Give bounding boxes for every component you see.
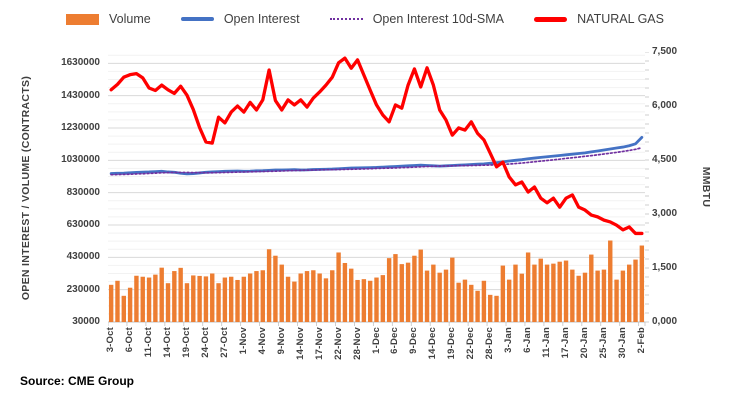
x-tick-label: 22-Nov (332, 327, 344, 360)
legend-swatch-volume (66, 13, 99, 25)
x-tick-label: 28-Nov (351, 327, 363, 360)
legend-item-open-interest: Open Interest (180, 12, 300, 26)
x-tick-label: 17-Nov (313, 327, 325, 360)
x-tick-label: 19-Dec (446, 327, 458, 360)
y-right-tick-label: 6,000 (652, 100, 678, 111)
x-tick-label: 1-Dec (370, 327, 382, 354)
x-tick-label: 14-Oct (162, 327, 174, 358)
x-tick-label: 30-Jan (616, 327, 628, 359)
x-tick-label: 9-Dec (408, 327, 420, 354)
x-tick-label: 24-Oct (199, 327, 211, 358)
x-tick-label: 6-Jan (522, 327, 534, 353)
plot-area (108, 52, 649, 326)
x-tick-label: 1-Nov (237, 327, 249, 355)
legend-item-label: NATURAL GAS (577, 12, 664, 26)
legend-item-natural-gas: NATURAL GAS (534, 12, 664, 26)
y-right-tick-label: 3,000 (652, 208, 678, 219)
y-right-tick-label: 0,000 (652, 316, 678, 327)
legend-item-label: Volume (109, 12, 151, 26)
volume-bars-series (108, 240, 645, 322)
x-tick-label: 11-Oct (143, 327, 155, 358)
x-tick-label: 6-Oct (124, 327, 136, 353)
y-left-tick-label: 30000 (72, 316, 100, 327)
x-tick-label: 3-Jan (503, 327, 515, 353)
x-tick-label: 14-Nov (294, 327, 306, 360)
y-left-tick-label: 1230000 (61, 121, 100, 133)
legend-swatch-open-interest (180, 17, 214, 21)
y-right-tick-label: 4,500 (652, 154, 678, 165)
source-note: Source: CME Group (20, 374, 135, 388)
left-axis-title: OPEN INTEREST / VOLUME (CONTRACTS) (20, 75, 32, 301)
y-right-tick-label: 7,500 (652, 46, 678, 57)
legend-item-label: Open Interest 10d-SMA (372, 12, 505, 26)
right-axis-title: MMBTU (700, 166, 712, 208)
y-right-tick-label: 1,500 (652, 262, 678, 273)
x-tick-label: 6-Dec (389, 327, 401, 354)
legend-swatch-open-interest-10d-sma (329, 18, 363, 20)
y-left-tick-label: 1430000 (61, 89, 100, 101)
y-left-tick-label: 230000 (66, 283, 100, 295)
x-tick-label: 11-Jan (541, 327, 553, 358)
y-left-tick-label: 830000 (66, 186, 100, 198)
x-tick-label: 20-Jan (578, 327, 590, 359)
x-tick-label: 14-Dec (427, 327, 439, 360)
legend: Volume Open Interest Open Interest 10d-SMA… (66, 12, 664, 26)
legend-item-volume: Volume (66, 12, 151, 26)
x-tick-label: 3-Oct (105, 327, 117, 353)
x-tick-label: 9-Nov (275, 327, 287, 355)
y-left-tick-label: 630000 (66, 218, 100, 230)
x-tick-label: 4-Nov (256, 327, 268, 355)
x-tick-label: 25-Jan (597, 327, 609, 359)
x-tick-label: 22-Dec (465, 327, 477, 360)
open-interest-10d-sma-line (110, 146, 643, 176)
y-left-tick-label: 430000 (66, 251, 100, 263)
legend-item-label: Open Interest (223, 12, 300, 26)
y-left-tick-label: 1630000 (61, 57, 100, 69)
x-tick-label: 19-Oct (180, 327, 192, 358)
natural-gas-line (109, 56, 644, 236)
legend-swatch-natural-gas (534, 16, 568, 22)
x-tick-label: 27-Oct (218, 327, 230, 358)
legend-item-open-interest-10d-sma: Open Interest 10d-SMA (329, 12, 505, 26)
x-tick-label: 28-Dec (484, 327, 496, 360)
x-tick-label: 2-Feb (635, 327, 647, 354)
y-left-tick-label: 1030000 (61, 154, 100, 166)
x-tick-label: 17-Jan (560, 327, 572, 359)
